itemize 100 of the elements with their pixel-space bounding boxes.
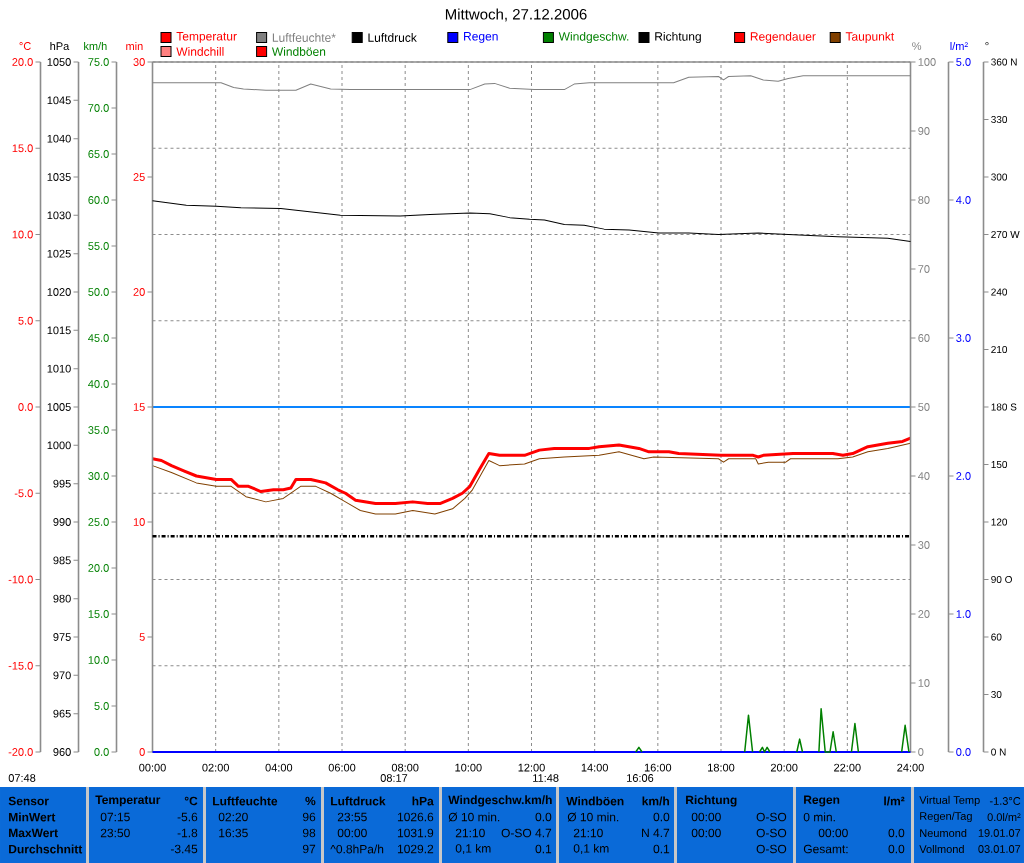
y2-tick-label: 1015	[47, 326, 71, 335]
text: Richtung	[686, 795, 737, 807]
text: O-SO 4.7	[501, 828, 552, 838]
text: Regen/Tag	[920, 811, 972, 823]
text: Sensor	[8, 796, 49, 806]
text: MinWert	[9, 812, 56, 822]
y2-tick-label: 1040	[47, 134, 71, 143]
y-tick-label: 120	[991, 518, 1008, 526]
text: 16:06	[627, 774, 654, 782]
text: km/h	[642, 796, 669, 806]
y-tick-label: 90 O	[991, 575, 1012, 584]
y3-tick-label: 45.0	[88, 334, 109, 342]
text: 00:00	[691, 828, 721, 838]
y3-tick-label: 5.0	[94, 702, 109, 710]
text: Luftfeuchte	[213, 796, 278, 806]
text: 0 min.	[803, 812, 835, 822]
x-tick-label: 18:00	[708, 763, 735, 772]
y-tick-label: -20.0	[8, 748, 33, 756]
x-tick-label: 02:00	[202, 763, 229, 772]
x-tick-label: 12:00	[518, 763, 545, 772]
y2-tick-label: 1005	[47, 403, 71, 411]
text: 00:00	[337, 828, 367, 838]
y-tick-label: 240	[991, 288, 1008, 296]
y2-tick-label: 80	[918, 196, 930, 204]
y-tick-label: 60	[991, 633, 1002, 641]
y-tick-label: 360 N	[991, 58, 1017, 66]
y-tick-label: -15.0	[8, 661, 33, 670]
y2-tick-label: 40	[918, 472, 930, 480]
y-tick-label: 20.0	[12, 58, 33, 66]
y2-tick-label: 50	[918, 403, 930, 411]
text: MaxWert	[9, 828, 58, 838]
text: 0,1 km	[455, 843, 491, 855]
text: 07:48	[8, 774, 36, 782]
y2-tick-label: 970	[53, 671, 71, 680]
text: Ø 10 min.	[567, 812, 619, 822]
text: 0.0	[888, 844, 905, 854]
text: Neumond	[920, 828, 967, 838]
text: 0.1	[653, 844, 670, 854]
text: 00:00	[691, 812, 721, 822]
text: -5.6	[177, 812, 198, 822]
y2-tick-label: 20	[918, 610, 930, 618]
text: 19.01.07	[978, 829, 1021, 837]
text: l/m²	[884, 796, 905, 806]
y3-tick-label: 1.0	[956, 610, 971, 618]
legend-label: Windchill	[176, 47, 224, 56]
y-tick-label: 30	[133, 58, 145, 66]
y2-tick-label: 980	[53, 594, 71, 603]
y-axis-title: min	[126, 42, 143, 50]
y-tick-label: 150	[991, 460, 1008, 469]
text: Durchschnitt	[9, 844, 83, 854]
y3-tick-label: 25.0	[88, 518, 109, 526]
y2-tick-label: 1025	[47, 249, 71, 258]
legend-label: Luftdruck	[368, 33, 417, 42]
legend-label: Richtung	[655, 31, 701, 44]
text: 08:17	[380, 774, 408, 782]
text: 0,1 km	[573, 843, 609, 855]
y2-tick-label: 60	[918, 334, 930, 342]
legend-label: Windgeschw.	[558, 31, 629, 44]
text: 0.0l/m²	[987, 812, 1021, 822]
text: Virtual Temp	[919, 795, 980, 807]
y3-tick-label: 10.0	[88, 656, 109, 664]
x-tick-label: 20:00	[770, 763, 798, 772]
text: 97	[302, 844, 316, 854]
y-tick-label: 180 S	[991, 403, 1017, 411]
line-series	[152, 442, 911, 515]
text: Vollmond	[919, 844, 964, 854]
y2-tick-label: 995	[53, 479, 71, 488]
text: 1031.9	[397, 828, 434, 838]
y3-tick-label: 5.0	[956, 58, 971, 66]
text: Windböen	[566, 796, 624, 806]
y2-tick-label: 1050	[47, 58, 71, 66]
y2-tick-label: 0	[918, 748, 924, 756]
text: 1026.6	[397, 812, 434, 822]
y3-tick-label: 60.0	[88, 196, 109, 204]
text: O-SO	[756, 828, 787, 838]
legend-label: Regen	[464, 32, 498, 43]
y3-tick-label: 0.0	[956, 748, 971, 756]
y-tick-label: 25	[133, 173, 145, 181]
y3-axis-title: l/m²	[950, 41, 968, 51]
y-tick-label: 0 N	[991, 748, 1006, 756]
y2-tick-label: 90	[918, 127, 930, 135]
text: 16:35	[219, 828, 248, 838]
y-tick-label: 5	[139, 633, 145, 641]
y-tick-label: 330	[991, 115, 1008, 124]
x-tick-label: 10:00	[455, 763, 482, 772]
y3-tick-label: 4.0	[956, 196, 971, 204]
y2-tick-label: 1020	[47, 288, 71, 296]
legend-label: Temperatur	[176, 32, 237, 43]
text: 0.1	[535, 844, 552, 854]
y-tick-label: 30	[991, 690, 1002, 699]
text: 03.01.07	[978, 845, 1021, 853]
text: Luftdruck	[331, 796, 386, 806]
y-tick-label: 0	[139, 748, 145, 756]
y2-tick-label: 1010	[47, 364, 71, 373]
y-tick-label: 5.0	[18, 316, 33, 325]
text: 00:00	[818, 828, 848, 838]
text: 11:48	[533, 774, 559, 782]
text: °C	[184, 796, 198, 806]
text: 0.0	[535, 812, 552, 822]
x-tick-label: 04:00	[265, 763, 293, 772]
